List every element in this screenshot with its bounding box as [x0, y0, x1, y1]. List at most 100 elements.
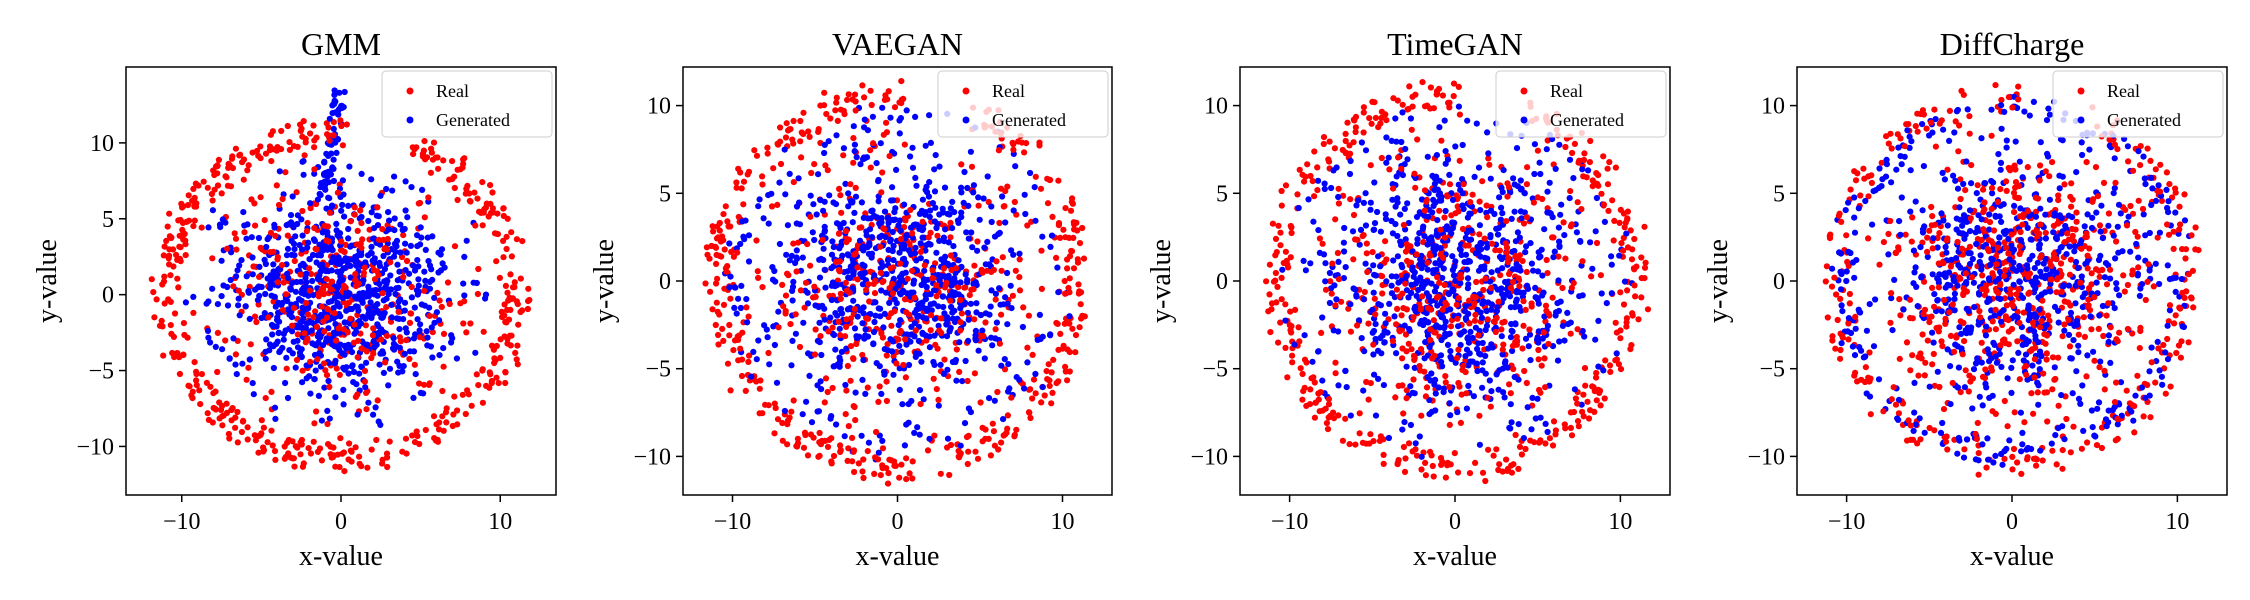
generated-point	[1556, 338, 1563, 345]
real-point	[1472, 311, 1479, 318]
generated-point	[1392, 115, 1399, 122]
generated-point	[1515, 421, 1522, 428]
real-point	[1315, 396, 1322, 403]
generated-point	[1335, 328, 1342, 335]
real-point	[426, 312, 433, 319]
generated-point	[1398, 261, 1405, 269]
generated-point	[379, 314, 386, 321]
real-point	[782, 292, 790, 299]
generated-point	[986, 311, 993, 318]
real-point	[995, 147, 1003, 154]
generated-point	[1406, 327, 1413, 334]
generated-point	[874, 214, 881, 221]
real-point	[1316, 235, 1323, 242]
generated-point	[923, 242, 930, 249]
generated-point	[972, 335, 979, 342]
generated-point	[362, 384, 369, 391]
real-point	[1422, 459, 1429, 466]
real-point	[1370, 438, 1377, 445]
real-point	[900, 361, 907, 369]
real-point	[1325, 396, 1332, 403]
generated-point	[853, 154, 860, 161]
generated-point	[482, 291, 490, 298]
real-point	[1504, 193, 1511, 200]
generated-point	[1370, 351, 1377, 358]
generated-point	[318, 417, 325, 424]
real-point	[386, 438, 393, 445]
generated-point	[962, 357, 969, 365]
real-point	[271, 448, 279, 455]
generated-point	[319, 342, 327, 349]
generated-point	[1551, 248, 1558, 255]
real-point	[1885, 140, 1892, 147]
real-point	[1496, 247, 1503, 254]
generated-point	[1524, 285, 1532, 292]
real-point	[1325, 401, 1333, 408]
generated-point	[345, 202, 352, 209]
generated-point	[336, 303, 343, 310]
generated-point	[1008, 247, 1015, 254]
real-point	[1499, 346, 1506, 353]
real-point	[232, 351, 239, 358]
real-point	[169, 246, 177, 253]
generated-point	[1048, 232, 1056, 239]
generated-point	[429, 276, 436, 283]
generated-point	[284, 245, 292, 252]
real-point	[851, 91, 859, 98]
real-point	[1545, 340, 1552, 348]
real-point	[1593, 239, 1601, 247]
real-point	[1598, 190, 1605, 197]
generated-point	[255, 234, 262, 242]
real-point	[1266, 291, 1273, 298]
generated-point	[1498, 204, 1505, 211]
real-point	[1507, 390, 1514, 397]
real-point	[164, 223, 171, 230]
real-point	[193, 368, 200, 375]
generated-point	[1477, 253, 1484, 260]
real-point	[755, 274, 762, 281]
real-point	[1066, 275, 1073, 282]
generated-point	[1405, 219, 1412, 227]
y-tick-label: −5	[88, 359, 114, 385]
generated-point	[851, 141, 859, 148]
x-axis-label: x-value	[299, 541, 383, 572]
generated-point	[329, 164, 336, 171]
generated-point	[359, 313, 366, 320]
real-point	[1002, 431, 1009, 438]
real-point	[1025, 312, 1032, 319]
real-point	[211, 186, 218, 193]
real-point	[464, 387, 471, 394]
real-point	[337, 117, 344, 124]
generated-point	[1511, 304, 1518, 311]
real-point	[324, 305, 331, 313]
generated-point	[1335, 382, 1342, 389]
generated-point	[896, 274, 904, 281]
generated-point	[1587, 239, 1594, 246]
generated-point	[290, 224, 297, 231]
generated-point	[365, 288, 372, 295]
generated-point	[1485, 150, 1492, 157]
real-point	[815, 126, 822, 133]
generated-point	[903, 232, 910, 239]
generated-point	[1559, 322, 1566, 329]
real-point	[321, 328, 328, 335]
generated-point	[804, 300, 812, 307]
real-point	[374, 397, 381, 404]
generated-point	[1465, 281, 1472, 288]
real-point	[440, 363, 447, 370]
real-point	[270, 248, 277, 255]
generated-point	[427, 343, 434, 350]
real-point	[887, 265, 894, 272]
real-point	[1380, 451, 1387, 458]
generated-point	[745, 258, 753, 265]
real-point	[231, 230, 238, 237]
real-point	[1272, 252, 1279, 259]
generated-point	[1481, 266, 1488, 273]
generated-point	[1480, 298, 1487, 305]
real-point	[420, 381, 428, 388]
real-point	[1064, 265, 1071, 272]
generated-point	[789, 337, 796, 344]
real-point	[854, 264, 861, 271]
generated-point	[391, 227, 398, 234]
generated-point	[813, 211, 820, 218]
